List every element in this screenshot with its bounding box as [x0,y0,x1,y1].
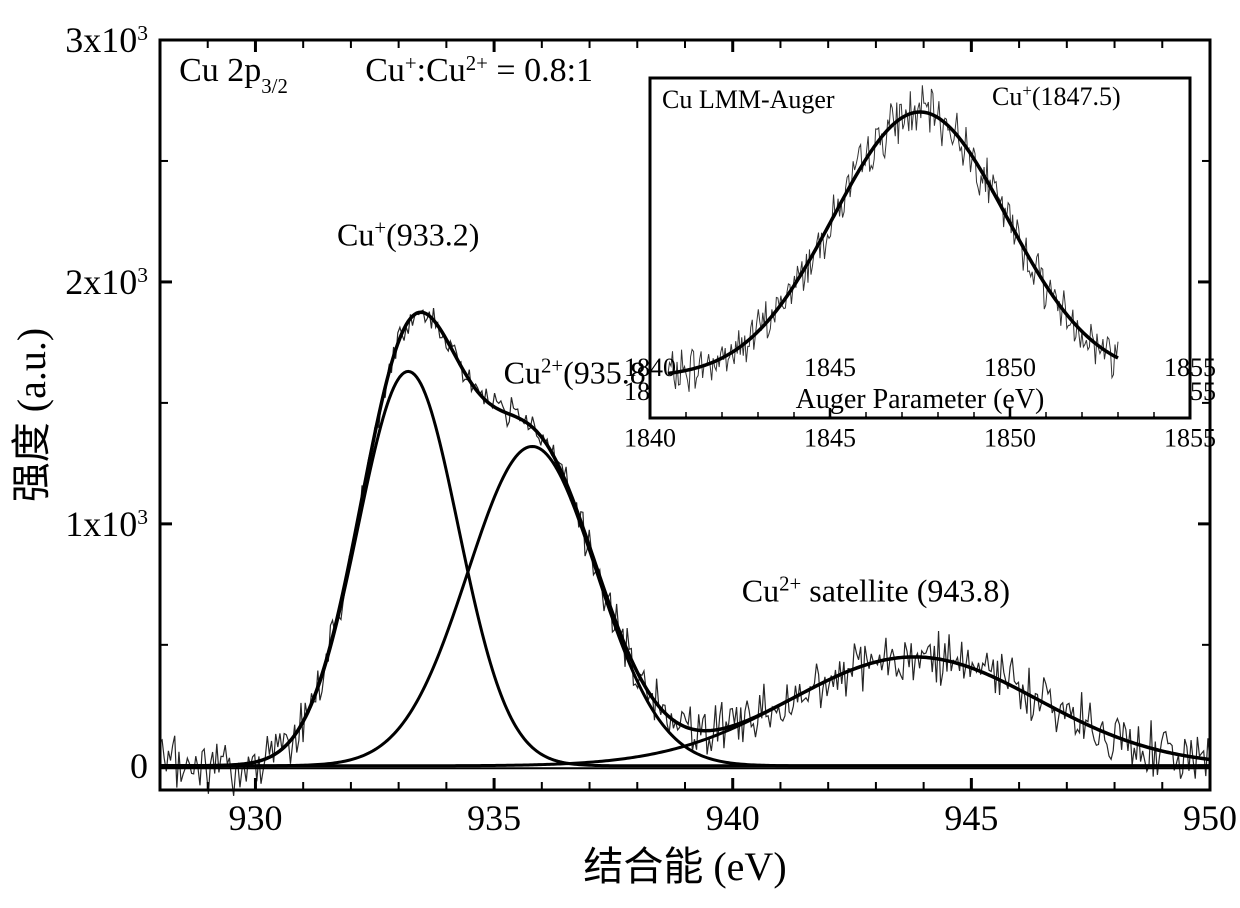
svg-text:945: 945 [944,798,998,838]
svg-text:3x103: 3x103 [65,20,148,60]
svg-text:1x103: 1x103 [65,504,148,544]
xps-spectrum-figure: 930 935 940 945 950 0 1x103 2x103 3x103 结合能 (eV) 强… [0,0,1240,908]
svg-text:0: 0 [130,746,148,786]
inset-x-axis-label: Auger Parameter (eV) [796,384,1045,415]
svg-text:2x103: 2x103 [65,262,148,302]
peak-label: Cu+(933.2) [337,216,479,253]
svg-text:935: 935 [467,798,521,838]
svg-text:1855: 1855 [1164,423,1216,452]
svg-text:940: 940 [706,798,760,838]
svg-text:1845: 1845 [804,353,856,382]
y-axis-label: 强度 (a.u.) [9,328,54,502]
svg-text:1850: 1850 [984,423,1036,452]
svg-text:950: 950 [1183,798,1237,838]
svg-text:1845: 1845 [804,423,856,452]
inset-title: Cu LMM-Auger [662,85,835,114]
svg-text:1850: 1850 [984,353,1036,382]
x-axis-label: 结合能 (eV) [583,844,786,889]
svg-text:930: 930 [228,798,282,838]
inset-peak-label: Cu+(1847.5) [992,81,1121,112]
svg-text:1840: 1840 [624,423,676,452]
